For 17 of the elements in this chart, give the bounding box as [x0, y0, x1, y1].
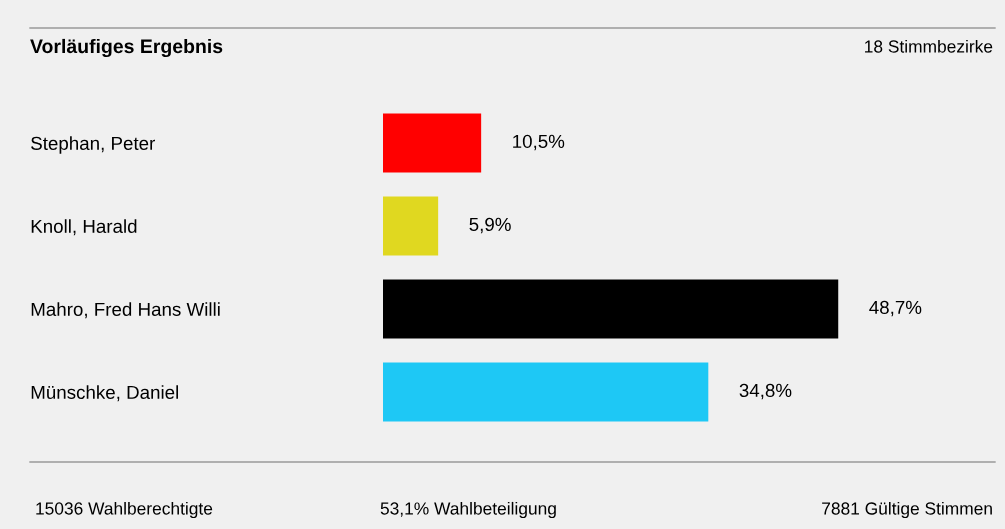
y-tick-label: Mahro, Fred Hans Willi [31, 302, 220, 319]
bar [383, 279, 839, 339]
data-label: 10,5% [513, 134, 565, 151]
text: 53,1% Wahlbeteiligung [380, 501, 556, 519]
y-tick-label: Stephan, Peter [31, 136, 155, 154]
bar [383, 362, 709, 422]
text: Vorläufiges Ergebnis [30, 38, 223, 58]
data-label: 5,9% [469, 217, 511, 234]
text: 15036 Wahlberechtigte [36, 501, 213, 519]
y-tick-label: Münschke, Daniel [31, 385, 178, 402]
data-label: 34,8% [739, 383, 792, 400]
bar [383, 196, 439, 256]
data-label: 48,7% [869, 300, 922, 317]
text: 18 Stimmbezirke [865, 39, 993, 53]
y-tick-label: Knoll, Harald [31, 219, 137, 236]
text: 7881 Gültige Stimmen [822, 501, 992, 519]
bar [383, 113, 482, 173]
